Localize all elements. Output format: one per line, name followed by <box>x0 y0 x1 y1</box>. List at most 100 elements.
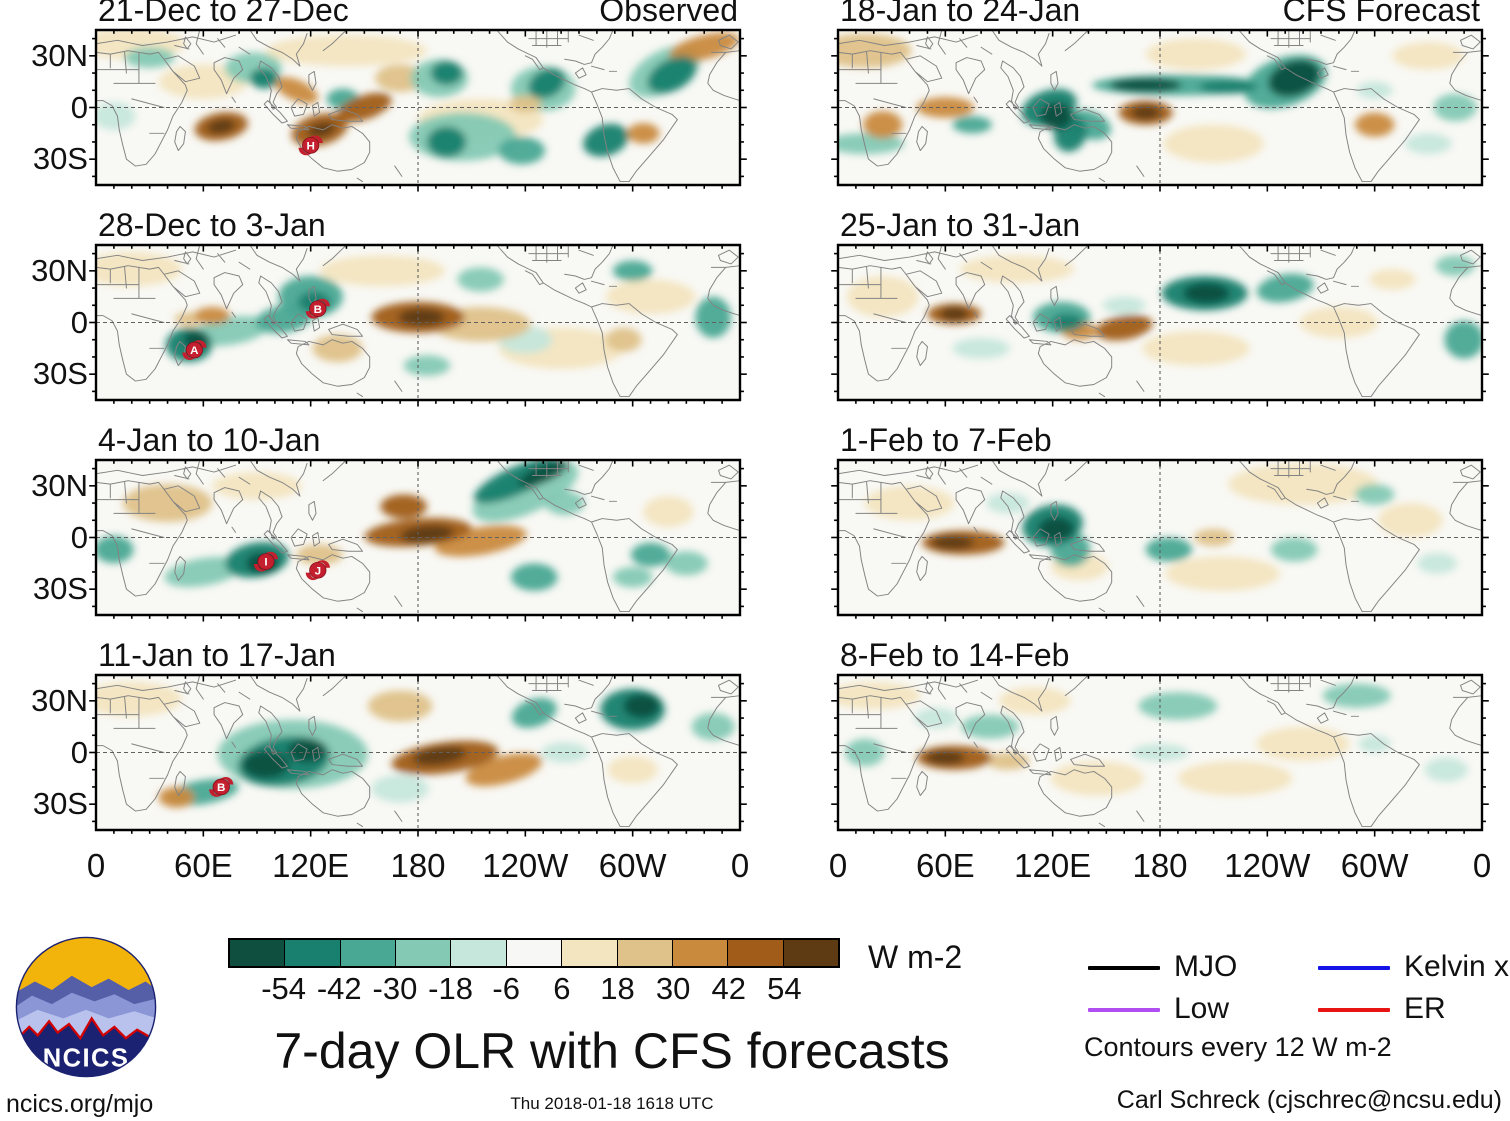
x-tick-label-right-6: 0 <box>1472 847 1492 884</box>
panel-title-L1: 21-Dec to 27-Dec <box>98 0 349 28</box>
colorbar-cell-10 <box>783 940 838 966</box>
colorbar-tick-labels: -54 -42 -30 -18 -6 6 18 30 42 54 <box>228 972 840 1008</box>
y-tick-label-row1-0: 0 <box>70 304 88 340</box>
logo-text: NCICS <box>43 1045 130 1073</box>
colorbar-tick-6: 6 <box>553 971 571 1006</box>
panel-title-L2: 28-Dec to 3-Jan <box>98 207 326 243</box>
svg-text:B: B <box>217 782 225 794</box>
y-tick-label-row3-30N: 30N <box>31 682 88 718</box>
map-panels-area: 21-Dec to 27-Dec Observed H 28-Dec to 3-Jan… <box>31 0 1492 884</box>
x-tick-label-right-3: 180 <box>1132 847 1188 884</box>
map-panel-R4 <box>838 675 1482 830</box>
colorbar-tick-18: 18 <box>600 971 635 1006</box>
x-tick-label-right-4: 120W <box>1224 847 1311 884</box>
svg-text:H: H <box>306 141 314 153</box>
panel-title-R4: 8-Feb to 14-Feb <box>840 637 1070 673</box>
map-panel-R1 <box>838 30 1482 185</box>
colorbar-cell-9 <box>728 940 784 966</box>
x-tick-label-left-6: 0 <box>730 847 750 884</box>
map-svg-L1: H <box>96 30 740 185</box>
y-tick-label-row1-30S: 30S <box>32 356 88 392</box>
y-tick-label-row1-30N: 30N <box>31 252 88 288</box>
colorbar-cell-4 <box>451 940 507 966</box>
ncics-logo: NCICS <box>15 936 157 1078</box>
colorbar-unit-label: W m-2 <box>868 939 963 975</box>
y-tick-label-row2-0: 0 <box>70 519 88 555</box>
colorbar-cell-8 <box>672 940 729 966</box>
colorbar-tick--18: -18 <box>428 971 473 1006</box>
x-tick-label-left-2: 120E <box>272 847 350 884</box>
map-svg-R3 <box>838 460 1482 615</box>
panel-title-R1: 18-Jan to 24-Jan <box>840 0 1081 28</box>
x-tick-label-left-3: 180 <box>390 847 446 884</box>
legend-label-er: ER <box>1404 992 1446 1025</box>
colorbar-cell-2 <box>340 940 397 966</box>
panel-title-R3: 1-Feb to 7-Feb <box>840 422 1052 458</box>
colorbar-tick--6: -6 <box>492 971 520 1006</box>
cyclone-marker-H: H <box>298 135 323 156</box>
figure-url: ncics.org/mjo <box>6 1090 154 1118</box>
colorbar-tick--42: -42 <box>316 971 362 1006</box>
panel-corner-label-R1: CFS Forecast <box>1282 0 1480 28</box>
figure-timestamp: Thu 2018-01-18 1618 UTC <box>510 1094 714 1113</box>
map-panel-R2 <box>838 245 1482 400</box>
legend-note: Contours every 12 W m-2 <box>1084 1032 1392 1062</box>
colorbar-tick-54: 54 <box>767 971 802 1006</box>
panel-corner-label-L1: Observed <box>599 0 738 28</box>
y-tick-label-row0-30N: 30N <box>31 37 88 73</box>
cyclone-marker-I: I <box>253 551 279 572</box>
colorbar-cell-5 <box>506 940 563 966</box>
y-tick-label-row0-30S: 30S <box>32 141 88 177</box>
cyclone-marker-B: B <box>209 777 234 797</box>
cyclone-marker-J: J <box>305 560 330 581</box>
x-tick-label-left-5: 60W <box>598 847 667 884</box>
colorbar-cell-3 <box>396 940 452 966</box>
figure-title: 7-day OLR with CFS forecasts <box>274 1023 950 1079</box>
colorbar <box>228 938 840 968</box>
x-tick-label-right-0: 0 <box>828 847 848 884</box>
legend-label-mjo: MJO <box>1174 950 1238 983</box>
cyclone-marker-B: B <box>305 298 330 319</box>
legend-label-low: Low <box>1174 992 1230 1025</box>
logo-border <box>15 936 157 1078</box>
x-tick-label-right-2: 120E <box>1014 847 1092 884</box>
svg-text:B: B <box>314 304 322 316</box>
map-svg-L2: BA <box>96 245 740 400</box>
y-tick-label-row2-30S: 30S <box>32 571 88 607</box>
y-tick-label-row0-0: 0 <box>70 89 88 125</box>
logo-foreground <box>16 1018 156 1077</box>
legend-label-kelvin: Kelvin x2 <box>1404 950 1510 983</box>
map-panel-L4: B <box>96 675 740 830</box>
map-panel-R3 <box>838 460 1482 615</box>
figure-credit: Carl Schreck (cjschrec@ncsu.edu) <box>1116 1086 1502 1114</box>
x-tick-label-right-1: 60E <box>915 847 975 884</box>
map-panel-L1: H <box>96 30 740 185</box>
legend-line-kelvin <box>1318 966 1390 970</box>
colorbar-tick--54: -54 <box>261 971 307 1006</box>
panel-title-L4: 11-Jan to 17-Jan <box>98 637 336 673</box>
y-tick-label-row3-30S: 30S <box>32 786 88 822</box>
colorbar-tick-30: 30 <box>655 971 691 1006</box>
map-svg-R1 <box>838 30 1482 185</box>
map-svg-R2 <box>838 245 1482 400</box>
logo-ridge-line <box>16 1016 156 1043</box>
cyclone-marker-A: A <box>182 340 207 360</box>
legend-line-low <box>1088 1008 1160 1012</box>
x-tick-label-left-1: 60E <box>173 847 233 884</box>
x-tick-label-right-5: 60W <box>1340 847 1409 884</box>
colorbar-tick--30: -30 <box>372 971 418 1006</box>
svg-text:I: I <box>264 557 267 569</box>
y-tick-label-row2-30N: 30N <box>31 467 88 503</box>
map-svg-R4 <box>838 675 1482 830</box>
panel-title-L3: 4-Jan to 10-Jan <box>98 422 321 458</box>
colorbar-cell-1 <box>285 940 341 966</box>
legend-line-er <box>1318 1008 1390 1012</box>
svg-text:A: A <box>190 345 198 357</box>
panel-title-R2: 25-Jan to 31-Jan <box>840 207 1081 243</box>
colorbar-tick-42: 42 <box>711 971 746 1006</box>
y-tick-label-row3-0: 0 <box>70 734 88 770</box>
colorbar-cell-0 <box>230 940 286 966</box>
